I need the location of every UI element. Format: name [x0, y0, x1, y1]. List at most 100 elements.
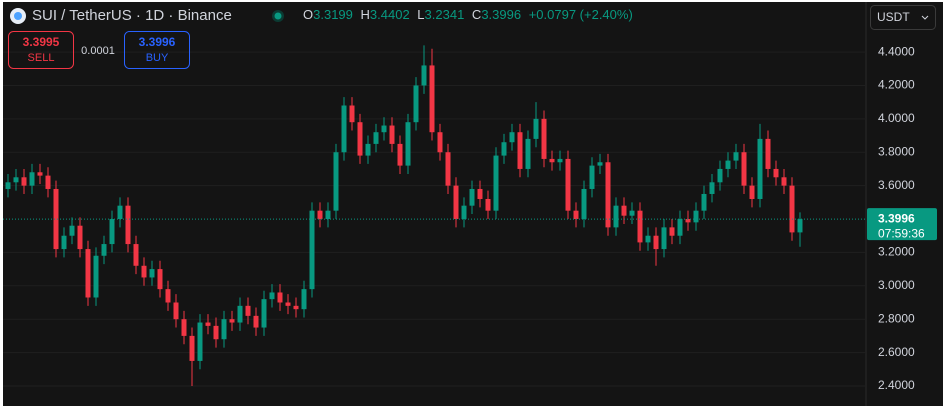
- candle-body: [293, 305, 299, 310]
- candle-body: [453, 185, 459, 220]
- candle-body: [261, 299, 267, 328]
- candle-body: [789, 185, 795, 233]
- candle-body: [437, 132, 443, 153]
- candle-body: [701, 193, 707, 211]
- candle-body: [221, 319, 227, 340]
- ohlc-readout: O3.3199 H3.4402 L3.2341 C3.3996 +0.0797 …: [303, 7, 633, 22]
- candle-body: [213, 325, 219, 340]
- candle-body: [389, 125, 395, 144]
- y-tick-label: 3.2000: [878, 245, 915, 259]
- candle-body: [173, 302, 179, 320]
- candle-body: [605, 162, 611, 228]
- candle-body: [461, 205, 467, 220]
- candle-body: [117, 205, 123, 220]
- y-tick-label: 4.0000: [878, 111, 915, 125]
- candle-body: [445, 152, 451, 186]
- candle-body: [509, 132, 515, 143]
- candle-body: [237, 305, 243, 323]
- candle-body: [325, 210, 331, 220]
- candle-body: [205, 322, 211, 326]
- candle-body: [565, 158, 571, 211]
- change: +0.0797 (+2.40%): [529, 7, 633, 22]
- candle-body: [469, 188, 475, 206]
- candle-body: [341, 105, 347, 153]
- candle-body: [333, 152, 339, 211]
- currency-label: USDT: [877, 10, 910, 24]
- candle-body: [581, 188, 587, 220]
- candle-body: [573, 210, 579, 220]
- candle-body: [421, 65, 427, 86]
- candle-body: [397, 143, 403, 166]
- candle-body: [541, 118, 547, 159]
- candle-body: [717, 168, 723, 183]
- candle-body: [125, 205, 131, 245]
- ohlc-label: H: [361, 7, 370, 22]
- candle-body: [741, 152, 747, 186]
- y-tick-label: 3.6000: [878, 178, 915, 192]
- sell-button[interactable]: [8, 31, 74, 69]
- dropdown-chevron: [921, 15, 929, 20]
- spread: 0.0001: [81, 45, 115, 57]
- candle-body: [613, 205, 619, 228]
- candle-body: [285, 302, 291, 306]
- candle-body: [381, 125, 387, 133]
- candle-body: [365, 143, 371, 156]
- ohlc-value: 3.2341: [425, 7, 465, 22]
- candle-body: [197, 322, 203, 361]
- candle-body: [781, 177, 787, 186]
- currency-dropdown[interactable]: [870, 5, 936, 30]
- candle-body: [29, 172, 35, 186]
- candle-body: [133, 244, 139, 266]
- ohlc-label: C: [472, 7, 481, 22]
- candle-body: [477, 188, 483, 199]
- candle-body: [253, 315, 259, 328]
- candle-body: [557, 158, 563, 163]
- candle-body: [429, 65, 435, 133]
- buy-button[interactable]: [124, 31, 190, 69]
- last-price-tag: [867, 208, 937, 241]
- ohlc-value: 3.3199: [313, 7, 353, 22]
- buy-label: BUY: [146, 52, 169, 64]
- candle-body: [189, 335, 195, 361]
- candle-body: [709, 182, 715, 194]
- symbol-icon-inner: [14, 12, 22, 20]
- candle-body: [141, 265, 147, 278]
- candle-body: [533, 118, 539, 139]
- candle-body: [549, 158, 555, 163]
- countdown: 07:59:36: [878, 226, 925, 240]
- candle-body: [301, 289, 307, 310]
- candle-body: [53, 188, 59, 250]
- candle-body: [517, 132, 523, 169]
- y-tick-label: 3.0000: [878, 278, 915, 292]
- candle-body: [101, 244, 107, 256]
- candle-body: [37, 172, 43, 176]
- candle-body: [269, 292, 275, 300]
- symbol-title[interactable]: SUI / TetherUS · 1D · Binance: [32, 7, 232, 24]
- candle-body: [317, 210, 323, 220]
- candle-body: [765, 138, 771, 169]
- candle-body: [629, 210, 635, 216]
- candle-body: [661, 227, 667, 250]
- candle-body: [157, 269, 163, 290]
- candle-body: [181, 319, 187, 336]
- candle-body: [757, 138, 763, 199]
- candle-body: [77, 225, 83, 250]
- candle-body: [501, 142, 507, 156]
- candle-body: [21, 177, 27, 186]
- y-tick-label: 4.2000: [878, 78, 915, 92]
- candle-body: [85, 249, 91, 298]
- candle-body: [5, 182, 11, 189]
- candle-body: [69, 225, 75, 236]
- y-tick-label: 2.4000: [878, 378, 915, 392]
- ohlc-value: 3.3996: [481, 7, 521, 22]
- ohlc-label: O: [303, 7, 313, 22]
- candle-body: [645, 235, 651, 243]
- candle-body: [93, 255, 99, 298]
- candle-body: [309, 210, 315, 290]
- candles: [3, 45, 866, 386]
- candle-body: [485, 198, 491, 211]
- y-tick-label: 2.6000: [878, 345, 915, 359]
- candle-body: [229, 319, 235, 323]
